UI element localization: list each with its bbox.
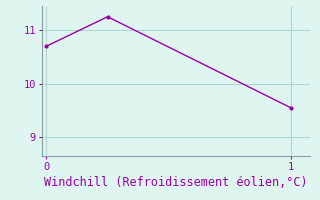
X-axis label: Windchill (Refroidissement éolien,°C): Windchill (Refroidissement éolien,°C) <box>44 176 308 189</box>
